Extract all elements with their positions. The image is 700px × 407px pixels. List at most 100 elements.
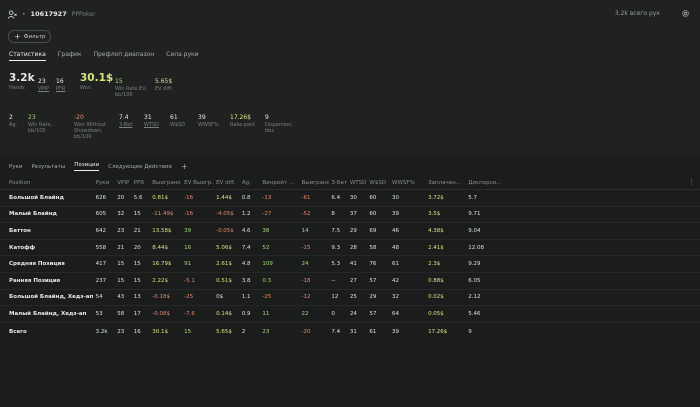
table-cell: 25 bbox=[347, 289, 368, 307]
stat-won-without-showdown: -20 Won Without Showdown, bb/100 bbox=[74, 114, 107, 140]
table-cell: 0.81$ bbox=[150, 189, 183, 207]
col-header[interactable]: 3-Бет bbox=[329, 176, 348, 190]
col-header[interactable]: EV diff. bbox=[214, 176, 240, 190]
tab-next-action[interactable]: Следующее Действие bbox=[108, 163, 172, 170]
table-cell: -25 bbox=[182, 289, 215, 307]
more-options-icon[interactable]: ⋮ bbox=[688, 178, 695, 186]
table-cell: 15 bbox=[131, 272, 151, 290]
stat-wtsd[interactable]: 31 WTSD bbox=[144, 114, 160, 128]
col-header[interactable]: VPIP bbox=[115, 176, 132, 190]
table-cell: 9.04 bbox=[466, 222, 700, 240]
col-header[interactable]: Руки bbox=[93, 176, 116, 190]
table-cell: 29 bbox=[347, 222, 368, 240]
table-cell: 76 bbox=[367, 255, 391, 273]
table-cell: -27 bbox=[260, 206, 300, 224]
table-cell: -7.6 bbox=[182, 305, 215, 323]
table-cell: -15 bbox=[299, 239, 330, 257]
table-row[interactable]: Катофф 558 21 20 8.44$ 16 5.06$ 7.4 52 -15 9.3 28 58… bbox=[0, 239, 700, 257]
stat-pfr[interactable]: 16 PFR bbox=[56, 78, 66, 92]
table-cell: 9.3 bbox=[329, 239, 348, 257]
table-cell: 2.3$ bbox=[426, 255, 467, 273]
table-cell: 5.06$ bbox=[214, 239, 240, 257]
tab-hand-strength[interactable]: Сила руки bbox=[166, 51, 199, 58]
filter-button[interactable]: + Фильтр bbox=[8, 30, 52, 43]
table-cell: 11 bbox=[260, 305, 300, 323]
col-header[interactable]: PFR bbox=[131, 176, 151, 190]
table-cell: 3.2k bbox=[93, 321, 116, 341]
table-cell: 29 bbox=[367, 289, 391, 307]
table-cell: 14 bbox=[299, 222, 330, 240]
table-cell: -4.05$ bbox=[214, 206, 240, 224]
col-header[interactable]: Выиграно ... bbox=[299, 176, 330, 190]
table-cell: 91 bbox=[182, 255, 215, 273]
stat-ag: 2 Ag. bbox=[9, 114, 18, 128]
table-row[interactable]: Большой Блайнд, Хедз-ап 54 43 13 -0.18$ -25 0$… bbox=[0, 289, 700, 307]
col-header[interactable]: Position bbox=[0, 176, 94, 190]
table-cell: 28 bbox=[347, 239, 368, 257]
table-cell: 8 bbox=[329, 206, 348, 224]
table-cell: 9.71 bbox=[466, 206, 700, 224]
table-cell: 558 bbox=[93, 239, 116, 257]
table-row[interactable]: Ранняя Позиция 237 15 15 2.22$ -5.1 0.51$ 3.8 0.… bbox=[0, 272, 700, 290]
table-cell: 60 bbox=[367, 189, 391, 207]
position-name: Баттон bbox=[0, 222, 94, 240]
col-header[interactable]: Заплачен... bbox=[426, 176, 467, 190]
table-cell: 23 bbox=[115, 222, 132, 240]
table-cell: 7.4 bbox=[329, 321, 348, 341]
title-bar: • 10617927 PPPoker bbox=[8, 8, 95, 20]
table-cell: -18 bbox=[299, 272, 330, 290]
table-row[interactable]: Малый Блайнд 605 32 15 -11.49$ -16 -4.05$ 1.2 -2… bbox=[0, 206, 700, 224]
table-row[interactable]: Малый Блайнд, Хедз-ап 53 58 17 -0.08$ -7.6 0.1… bbox=[0, 305, 700, 323]
table-cell: 60 bbox=[367, 206, 391, 224]
table-cell: 16 bbox=[182, 239, 215, 257]
table-cell: 53 bbox=[93, 305, 116, 323]
table-cell: -0.08$ bbox=[150, 305, 183, 323]
table-cell: 57 bbox=[367, 272, 391, 290]
table-cell: -20 bbox=[299, 321, 330, 341]
table-cell: 2 bbox=[239, 321, 261, 341]
col-header[interactable]: Ag. bbox=[239, 176, 261, 190]
filter-label: Фильтр bbox=[23, 33, 46, 40]
room-name: PPPoker bbox=[71, 10, 96, 18]
table-cell: 57 bbox=[367, 305, 391, 323]
tab-positions[interactable]: Позиции bbox=[74, 162, 100, 171]
stats-panel: • 10617927 PPPoker 3.2k всего рук + Филь… bbox=[0, 0, 700, 157]
tab-results[interactable]: Результаты bbox=[31, 163, 66, 170]
tab-preflop-range[interactable]: Префлоп диапазон bbox=[93, 51, 155, 58]
position-name: Средняя Позиция bbox=[0, 255, 94, 273]
col-header[interactable]: EV Выигр... bbox=[182, 176, 215, 190]
table-total-row[interactable]: Всего 3.2k 23 16 30.1$ 15 5.65$ 2 23 -20 7.4 31 61 39… bbox=[0, 321, 700, 341]
table-cell: 58 bbox=[367, 239, 391, 257]
stat-vpip[interactable]: 23 VPIP bbox=[38, 78, 49, 92]
table-cell: 642 bbox=[93, 222, 116, 240]
stat-dispersion: 9 Dispersion, bbs bbox=[265, 114, 293, 134]
table-cell: 16 bbox=[131, 321, 151, 341]
col-header[interactable]: Выиграно bbox=[150, 176, 183, 190]
gear-icon[interactable] bbox=[681, 9, 690, 18]
table-cell: -0.18$ bbox=[150, 289, 183, 307]
col-header[interactable]: WWSF% bbox=[390, 176, 427, 190]
table-cell: 6.05 bbox=[466, 272, 700, 290]
table-cell: -61 bbox=[299, 189, 330, 207]
table-row[interactable]: Большой Блайнд 626 20 5.6 0.81$ -16 1.44$ 0.8 -1… bbox=[0, 189, 700, 207]
tab-hands[interactable]: Руки bbox=[9, 163, 23, 170]
position-name: Катофф bbox=[0, 239, 94, 257]
table-cell: 0.9 bbox=[239, 305, 261, 323]
col-header[interactable]: Дисперси... bbox=[466, 176, 700, 190]
table-cell: 13 bbox=[131, 289, 151, 307]
table-cell: 5.3 bbox=[329, 255, 348, 273]
table-row[interactable]: Средняя Позиция 417 15 15 16.79$ 91 2.61$ 4.8 10… bbox=[0, 255, 700, 273]
stat-wsd: 61 W$SD bbox=[170, 114, 186, 128]
col-header[interactable]: Винрейт ... bbox=[260, 176, 300, 190]
tab-statistics[interactable]: Статистика bbox=[9, 51, 46, 61]
table-cell: 7.5 bbox=[329, 222, 348, 240]
col-header[interactable]: WTSD bbox=[347, 176, 368, 190]
table-cell: -12 bbox=[299, 289, 330, 307]
table-cell: 12 bbox=[329, 289, 348, 307]
stat-3bet[interactable]: 7.4 3-Bet bbox=[119, 114, 133, 128]
col-header[interactable]: W$SD bbox=[367, 176, 391, 190]
table-cell: -11.49$ bbox=[150, 206, 183, 224]
tab-graph[interactable]: График bbox=[57, 51, 82, 58]
add-tab-icon[interactable]: + bbox=[180, 162, 188, 171]
table-row[interactable]: Баттон 642 23 21 13.58$ 39 -0.05$ 4.6 38 14 7.5 29 6… bbox=[0, 222, 700, 240]
